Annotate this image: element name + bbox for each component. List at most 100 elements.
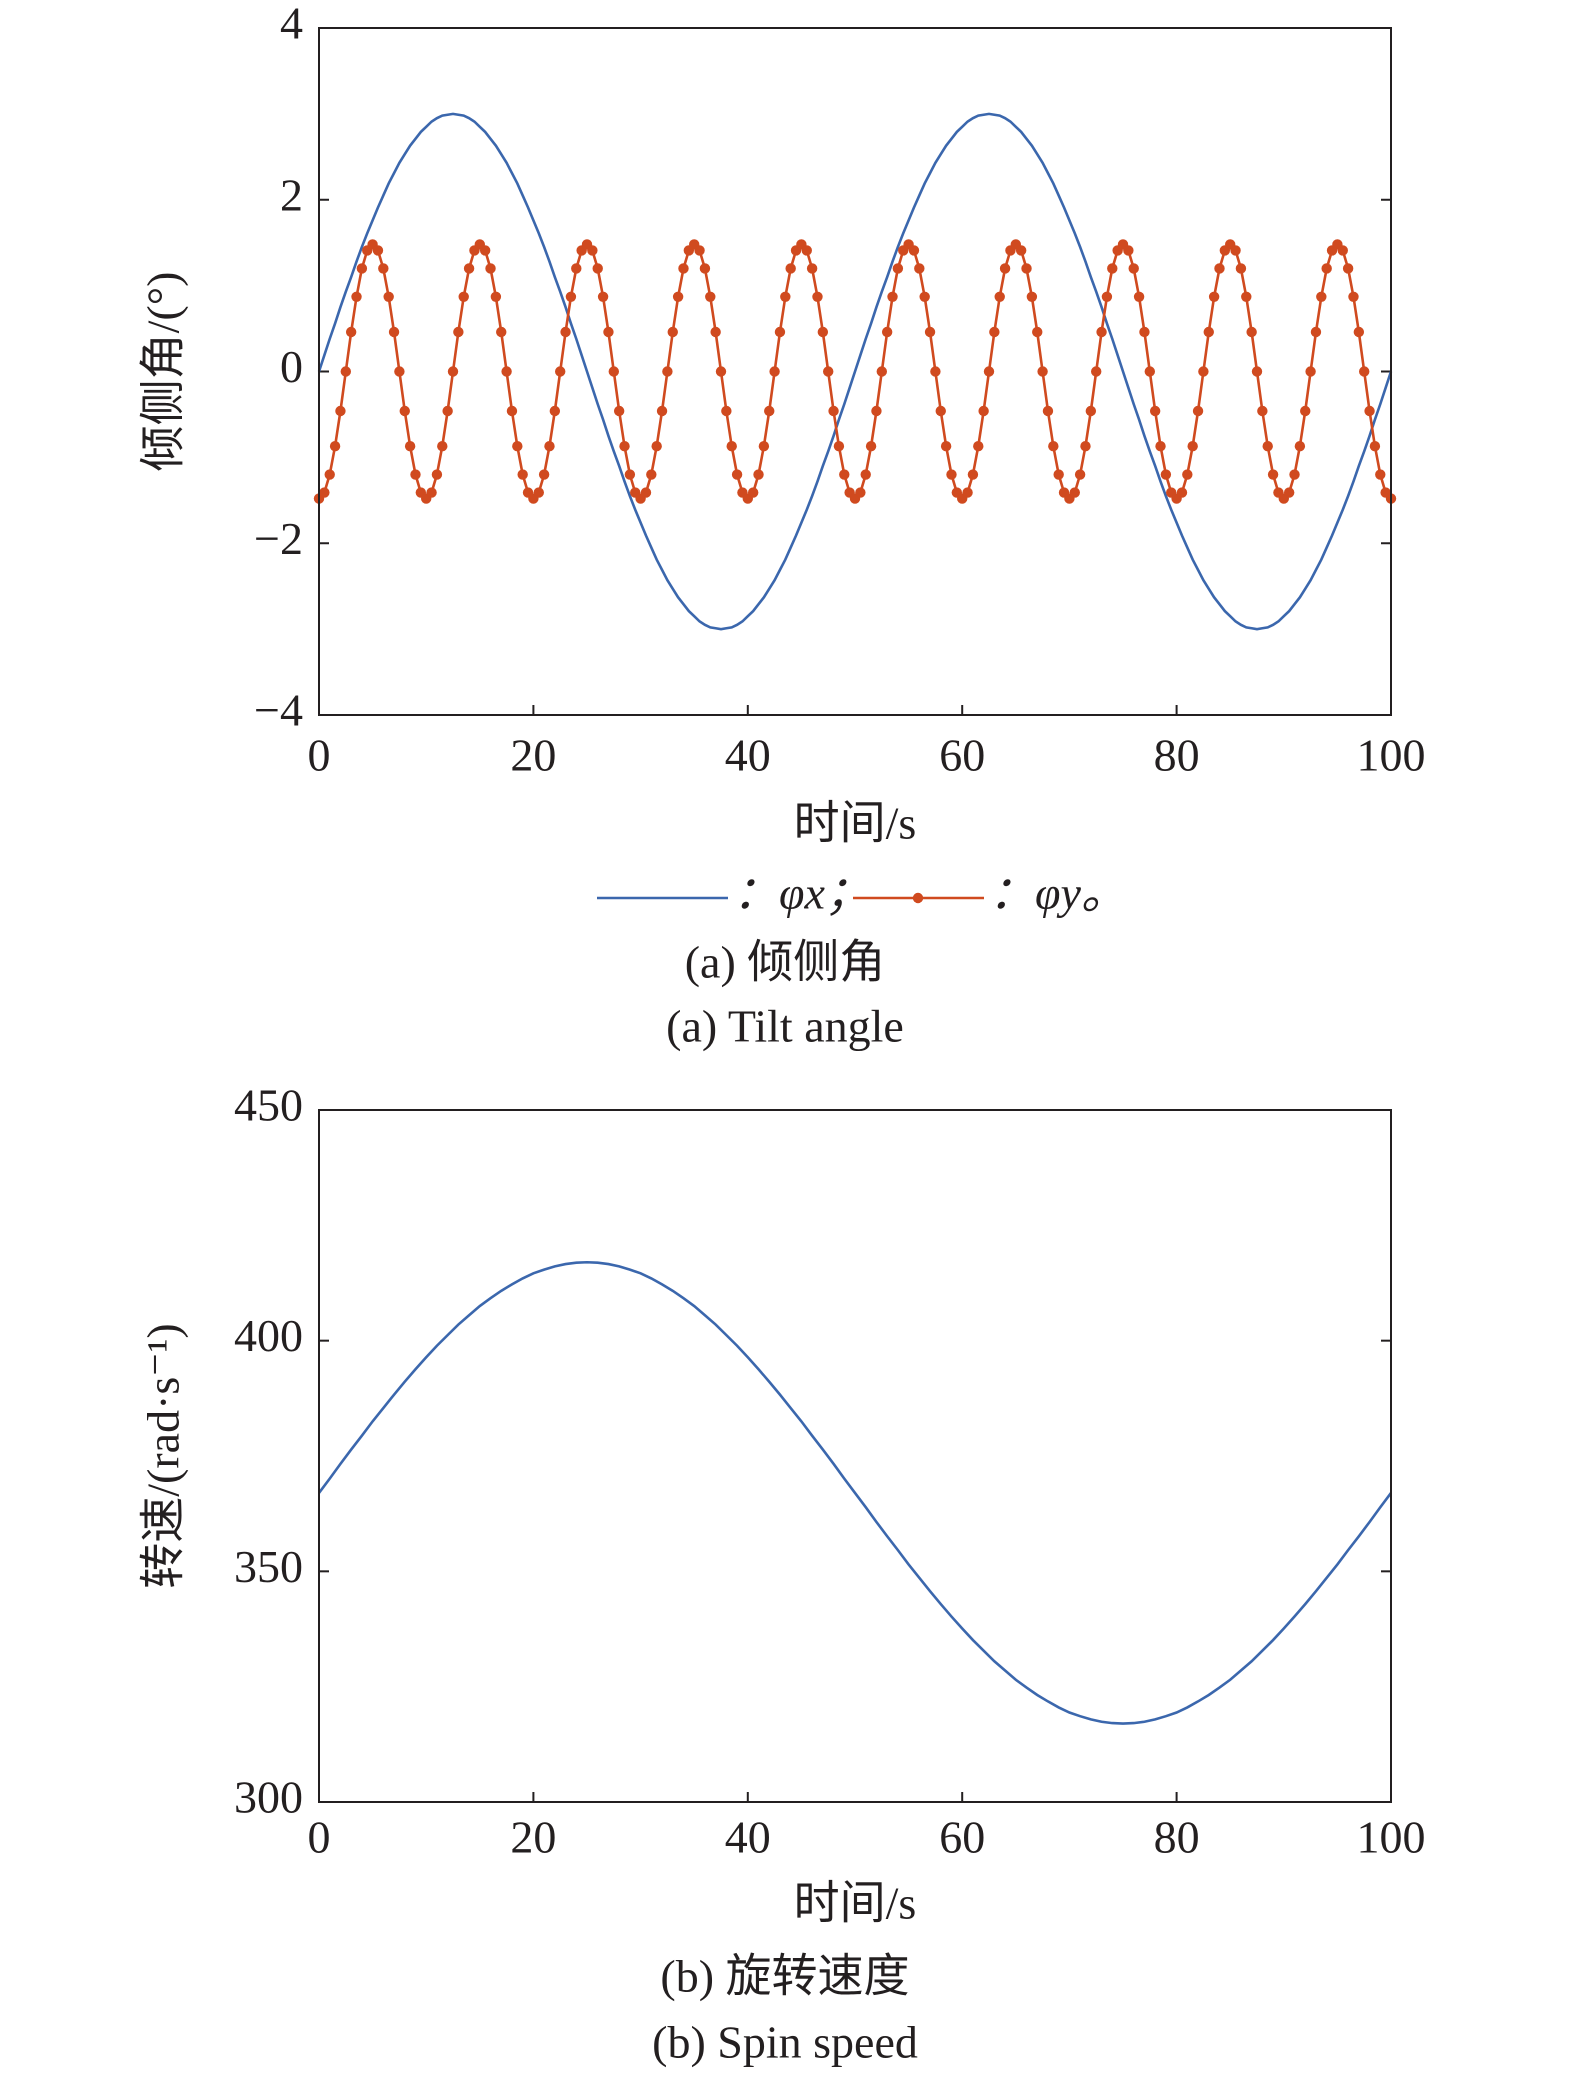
y-axis-label: 倾侧角/(°) [138,272,189,472]
series-marker [678,263,689,274]
x-tick-label: 100 [1357,1812,1426,1863]
y-tick-label: 350 [234,1541,303,1592]
series-marker [437,441,448,452]
series-marker [351,291,362,302]
series-marker [1375,469,1386,480]
series-marker [1096,326,1107,338]
series-marker [463,263,475,274]
legend-label: ：φy。 [989,868,1127,919]
series-marker [1364,405,1375,417]
series-marker [1026,291,1038,302]
series-marker [1337,245,1348,256]
series-marker [388,326,400,338]
series-marker [399,405,410,417]
series-marker [1305,366,1316,377]
series-marker [549,405,561,417]
series-marker [1021,263,1032,274]
series-marker [1015,245,1027,256]
series-marker [1037,366,1048,377]
series-marker [881,326,893,338]
series-marker [839,469,850,480]
series-marker [1091,366,1102,377]
series-marker [372,245,384,256]
y-tick-label: 2 [280,169,303,220]
series-marker [694,245,705,256]
series-marker [1353,326,1365,338]
series-marker [855,487,866,498]
series-marker [329,441,341,452]
series-marker [753,469,764,480]
series-marker [431,469,443,480]
plot-frame [318,1109,1392,1803]
series-marker [1359,366,1370,377]
series-marker [603,326,614,338]
series-marker [624,469,636,480]
series-marker [592,263,603,274]
series-marker [1107,263,1118,274]
x-axis-label: 时间/s [794,798,917,849]
series-marker [1289,469,1300,480]
series-marker [747,487,759,498]
series-marker [940,441,952,452]
series-marker [340,366,351,377]
series-marker [715,366,727,377]
series-marker [485,263,496,274]
series-marker [919,291,930,302]
series-marker [656,405,668,417]
series-marker [983,366,995,377]
caption-en: (b) Spin speed [652,2017,918,2068]
series-marker [908,245,920,256]
series-marker [1257,405,1268,417]
series-marker [1192,405,1204,417]
series-marker [887,291,898,302]
legend-marker [912,892,924,904]
series-marker [1251,366,1263,377]
series-marker [1032,326,1043,338]
series-marker [651,441,662,452]
series-marker [828,405,839,417]
series-line [317,112,1393,631]
series-marker [699,263,711,274]
x-tick-label: 80 [1154,730,1200,781]
x-tick-label: 100 [1357,730,1426,781]
series-marker [517,469,528,480]
series-marker [619,441,630,452]
series-marker [512,441,523,452]
series-marker [1316,291,1327,302]
x-tick-label: 0 [308,730,331,781]
series-marker [335,405,346,417]
series-marker [806,263,818,274]
series-marker [324,469,335,480]
series-marker [506,405,518,417]
series-marker [1310,326,1322,338]
series-marker [1176,487,1188,498]
series-marker [930,366,941,377]
y-tick-label: 400 [234,1310,303,1361]
series-marker [1342,263,1354,274]
series-marker [1155,441,1166,452]
y-tick-label: 300 [234,1772,303,1823]
series-marker [1182,469,1193,480]
series-marker [710,326,721,338]
series-marker [410,469,421,480]
series-marker [1042,405,1054,417]
series-marker [345,326,357,338]
series-marker [1123,245,1134,256]
series-marker [1080,441,1091,452]
series-marker [989,326,1000,338]
series-marker [892,263,904,274]
x-axis-label: 时间/s [794,1878,917,1929]
series-marker [871,405,882,417]
series-marker [447,366,459,377]
series-marker [817,326,829,338]
series-marker [924,326,936,338]
series-marker [962,487,973,498]
series-marker [404,441,416,452]
series-marker [453,326,464,338]
series-marker [490,291,502,302]
series-marker [356,263,368,274]
series-marker [1203,326,1214,338]
series-marker [587,245,598,256]
series-marker [946,469,957,480]
